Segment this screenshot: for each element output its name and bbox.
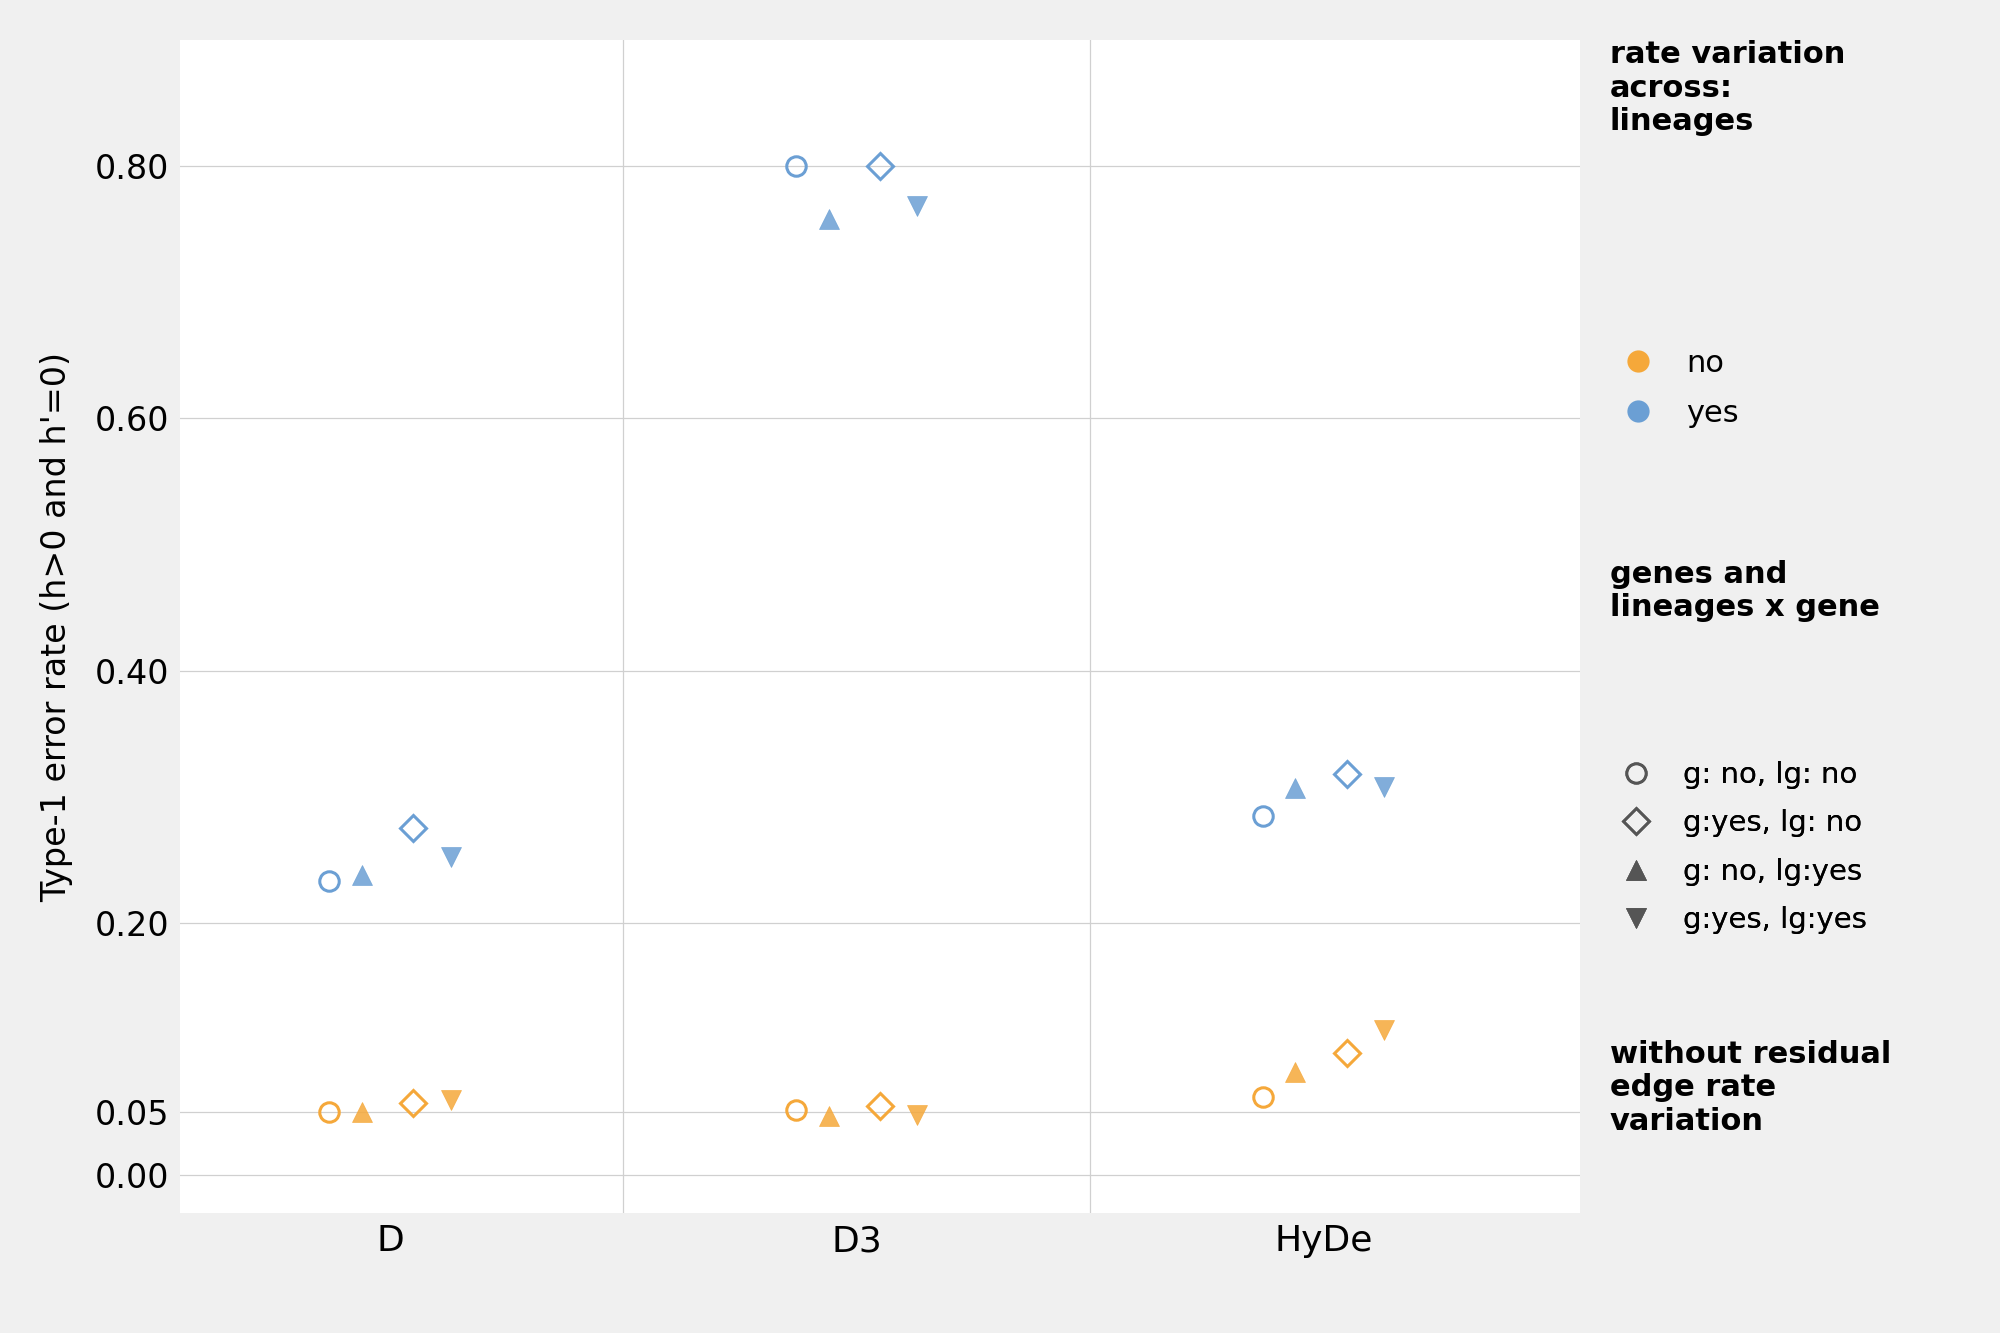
Legend: g: no, lg: no, g:yes, lg: no, g: no, lg:yes, g:yes, lg:yes: g: no, lg: no, g:yes, lg: no, g: no, lg:… <box>1624 761 1866 934</box>
Y-axis label: Type-1 error rate (h>0 and h'=0): Type-1 error rate (h>0 and h'=0) <box>40 352 74 901</box>
Text: genes and
lineages x gene: genes and lineages x gene <box>1610 560 1880 623</box>
Text: without residual
edge rate
variation: without residual edge rate variation <box>1610 1040 1892 1136</box>
Text: rate variation
across:
lineages: rate variation across: lineages <box>1610 40 1846 136</box>
